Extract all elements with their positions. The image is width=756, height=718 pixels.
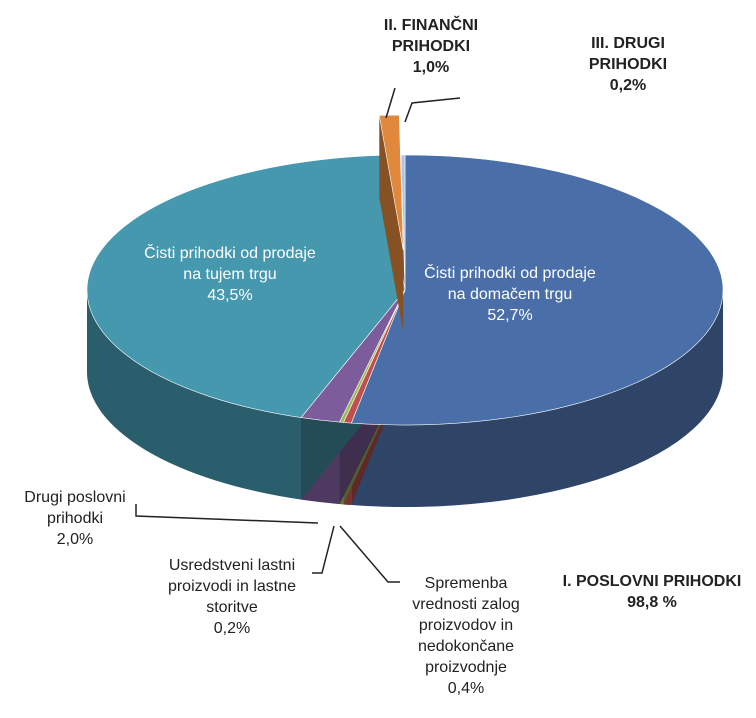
category-label: III. DRUGI PRIHODKI: [588, 35, 668, 73]
category-label: Čisti prihodki od prodaje na tujem trgu: [144, 245, 316, 283]
slice-side: [351, 290, 723, 507]
slice-label: Čisti prihodki od prodaje na tujem trgu 4…: [140, 243, 320, 306]
leader-line: [339, 525, 400, 583]
slice-label: Spremenba vrednosti zalog proizvodov in …: [391, 573, 541, 699]
leaders: [135, 87, 461, 583]
slice: [86, 155, 406, 418]
slice: [378, 114, 404, 251]
value-label: 2,0%: [56, 531, 94, 548]
value-label: 1,0%: [412, 59, 450, 76]
category-label: Čisti prihodki od prodaje na domačem trg…: [424, 265, 596, 303]
value-label: 0,2%: [609, 77, 647, 94]
slice-label: II. FINANČNI PRIHODKI 1,0%: [371, 15, 491, 78]
slice: [350, 154, 724, 426]
category-label: II. FINANČNI PRIHODKI: [383, 17, 479, 55]
slice-label: Usredstveni lastni proizvodi in lastne s…: [147, 555, 317, 639]
annotation-value: 98,8 %: [627, 594, 677, 611]
slice-label: Čisti prihodki od prodaje na domačem trg…: [420, 263, 600, 326]
annotation: I. POSLOVNI PRIHODKI 98,8 %: [552, 571, 752, 613]
value-label: 52,7%: [487, 307, 533, 324]
slice-label: III. DRUGI PRIHODKI 0,2%: [573, 33, 683, 96]
leader-line: [385, 87, 396, 119]
leader-line: [404, 97, 461, 123]
annotation-label: I. POSLOVNI PRIHODKI: [562, 573, 742, 590]
value-label: 0,2%: [213, 620, 251, 637]
category-label: Usredstveni lastni proizvodi in lastne s…: [167, 557, 297, 616]
category-label: Spremenba vrednosti zalog proizvodov in …: [412, 575, 520, 676]
slice: [400, 154, 406, 291]
slice-side: [379, 115, 404, 333]
leader-line: [312, 525, 335, 574]
pie: [86, 114, 724, 507]
slice-side: [87, 290, 302, 500]
slice-label: Drugi poslovni prihodki 2,0%: [5, 487, 145, 550]
category-label: Drugi poslovni prihodki: [24, 489, 126, 527]
leader-line: [135, 504, 319, 524]
value-label: 43,5%: [207, 287, 253, 304]
value-label: 0,4%: [447, 680, 485, 697]
